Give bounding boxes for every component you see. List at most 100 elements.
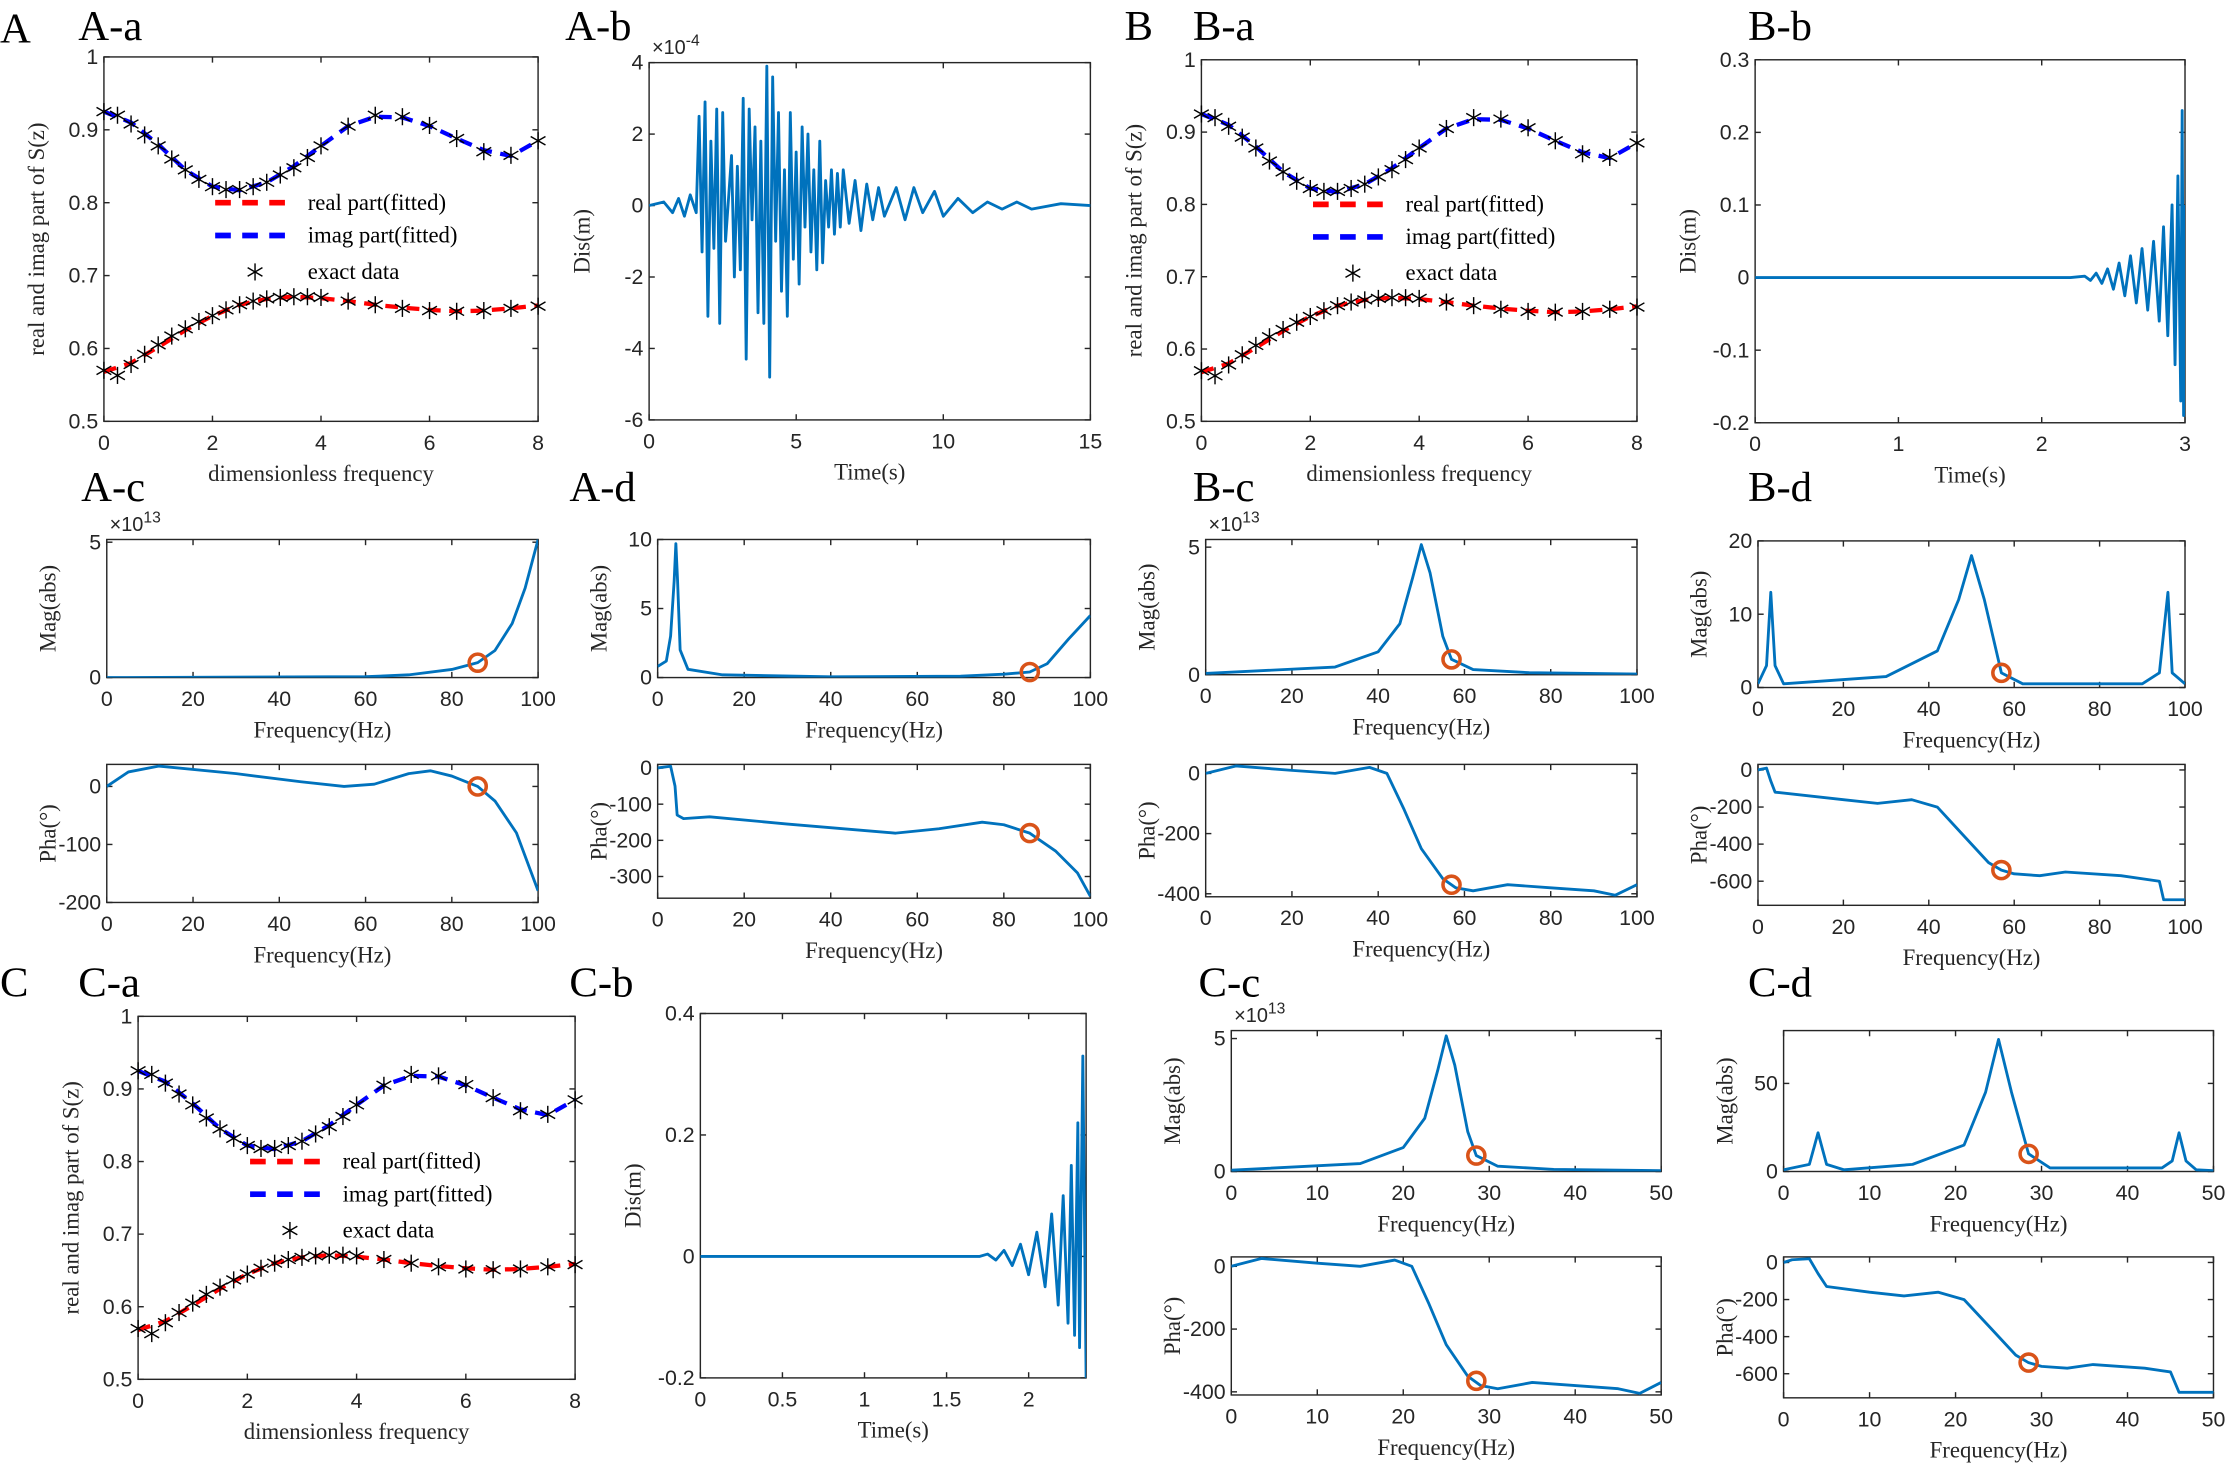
exact-data-point xyxy=(294,1132,310,1150)
exact-data-point xyxy=(1397,289,1414,307)
x-tick-label: 40 xyxy=(1366,906,1390,930)
exact-data-point xyxy=(177,161,194,179)
exact-data-point xyxy=(1520,119,1536,137)
exact-data-point xyxy=(540,1105,556,1123)
x-tick-label: 8 xyxy=(1631,431,1643,455)
legend-entry: imag part(fitted) xyxy=(1406,224,1556,249)
exact-data-point xyxy=(376,1076,392,1094)
highlight-marker xyxy=(1441,649,1462,670)
axes-frame xyxy=(1757,540,2186,689)
panel-label-a-a: A-a xyxy=(78,3,142,50)
y-tick-label: 0 xyxy=(1214,1254,1226,1278)
x-tick-label: 0 xyxy=(652,687,664,711)
y-tick-label: -0.2 xyxy=(1713,411,1750,435)
series-line xyxy=(1783,1037,2214,1172)
y-tick-label: 10 xyxy=(1729,602,1753,626)
x-tick-label: 1 xyxy=(859,1387,871,1411)
x-tick-label: 40 xyxy=(1563,1404,1587,1428)
axis-multiplier: ×10-4 xyxy=(652,33,700,60)
highlight-marker xyxy=(1441,874,1462,896)
exact-data-point xyxy=(266,1254,283,1272)
exact-data-point xyxy=(1574,302,1591,320)
exact-data-point xyxy=(1602,300,1618,318)
exact-data-point xyxy=(1343,179,1359,198)
exact-data-point xyxy=(313,137,329,155)
x-tick-label: 40 xyxy=(2116,1407,2140,1431)
axes-frame xyxy=(1757,763,2186,907)
x-tick-label: 0 xyxy=(132,1389,144,1413)
y-axis-label: Dis(m) xyxy=(621,1163,646,1228)
exact-data-point xyxy=(1493,110,1509,128)
x-tick-label: 0 xyxy=(694,1387,706,1411)
y-tick-label: -0.1 xyxy=(1713,338,1750,362)
x-tick-label: 10 xyxy=(1305,1404,1329,1428)
exact-data-point xyxy=(1547,132,1564,150)
series-line xyxy=(1205,543,1637,675)
x-axis-label: Frequency(Hz) xyxy=(1903,727,2041,752)
exact-data-point xyxy=(430,1067,447,1085)
y-tick-label: -200 xyxy=(58,891,101,915)
x-tick-label: 4 xyxy=(1413,431,1425,455)
y-tick-label: 0.9 xyxy=(1166,120,1196,144)
exact-data-point xyxy=(476,143,492,161)
exact-data-point xyxy=(191,170,207,188)
exact-data-point xyxy=(512,1102,529,1120)
y-axis-label: Mag(abs) xyxy=(1687,571,1712,658)
legend-entry: real part(fitted) xyxy=(343,1149,481,1174)
exact-data-point xyxy=(239,1137,256,1155)
subplot-b-b: 0 1 2 3 -0.2 -0.1 0 0.1 0.2 0.3 Time(s) Dis(m) xyxy=(1675,48,2191,488)
y-axis-label: real and imag part of S(z) xyxy=(58,1081,83,1314)
series-line xyxy=(649,64,1091,379)
exact-data-point xyxy=(143,1065,160,1083)
exact-data-point xyxy=(421,116,438,134)
exact-data-point xyxy=(157,1314,174,1332)
panel-label-b-c: B-c xyxy=(1193,464,1255,511)
axes-frame xyxy=(103,56,539,423)
exact-data-point xyxy=(394,108,411,126)
y-tick-label: -0.2 xyxy=(658,1366,695,1390)
exact-data-point xyxy=(1547,303,1564,321)
x-tick-label: 1.5 xyxy=(932,1387,962,1411)
x-tick-label: 5 xyxy=(790,429,802,453)
exact-data-point xyxy=(1384,161,1400,179)
exact-data-point xyxy=(245,292,261,310)
legend: real part(fitted) imag part(fitted) exact … xyxy=(1313,192,1556,285)
x-tick-label: 10 xyxy=(1305,1181,1329,1205)
exact-data-point xyxy=(503,299,519,317)
multiplier-exponent: 13 xyxy=(1242,509,1260,526)
x-tick-label: 100 xyxy=(1073,908,1109,932)
x-tick-label: 100 xyxy=(2167,915,2203,939)
exact-data-point xyxy=(150,137,166,155)
panel-label-a-c: A-c xyxy=(81,464,145,511)
exact-data-point xyxy=(171,1303,187,1322)
x-tick-label: 4 xyxy=(315,431,327,455)
highlight-marker xyxy=(1019,661,1041,683)
exact-data-point xyxy=(1465,297,1482,315)
exact-data-point xyxy=(258,290,275,308)
y-tick-label: -100 xyxy=(609,792,652,816)
exact-data-point xyxy=(340,292,356,310)
y-tick-label: 0.9 xyxy=(69,118,99,142)
exact-data-point xyxy=(335,1246,351,1264)
exact-data-point xyxy=(530,132,546,150)
exact-data-point xyxy=(253,1259,269,1277)
x-tick-label: 2 xyxy=(207,431,219,455)
exact-data-point xyxy=(198,1285,215,1303)
exact-data-point xyxy=(1261,152,1278,170)
x-axis-label: Frequency(Hz) xyxy=(1377,1435,1515,1460)
subplot-a-d-mag: 0 20 40 60 80 100 0 5 10 Frequency(Hz) Mag(abs) xyxy=(586,528,1108,743)
exact-data-point xyxy=(272,166,289,184)
exact-data-point xyxy=(1438,119,1455,138)
multiplier-base: ×10 xyxy=(1209,514,1243,536)
x-tick-label: 0 xyxy=(1752,697,1764,721)
panel-label-a-d: A-d xyxy=(569,464,635,511)
exact-data-point xyxy=(171,1085,187,1103)
panel-label-c-a: C-a xyxy=(78,959,140,1006)
y-tick-label: -600 xyxy=(1735,1362,1778,1386)
exact-data-point xyxy=(1629,298,1645,316)
x-tick-label: 60 xyxy=(354,687,378,711)
subplot-b-c-pha: 0 20 40 60 80 100 -400 -200 0 Frequency(Hz) Pha(°) xyxy=(1134,762,1654,962)
panel-label-b-d: B-d xyxy=(1748,464,1812,511)
axes-frame xyxy=(699,1012,1087,1379)
x-axis-label: dimensionless frequency xyxy=(244,1419,470,1444)
